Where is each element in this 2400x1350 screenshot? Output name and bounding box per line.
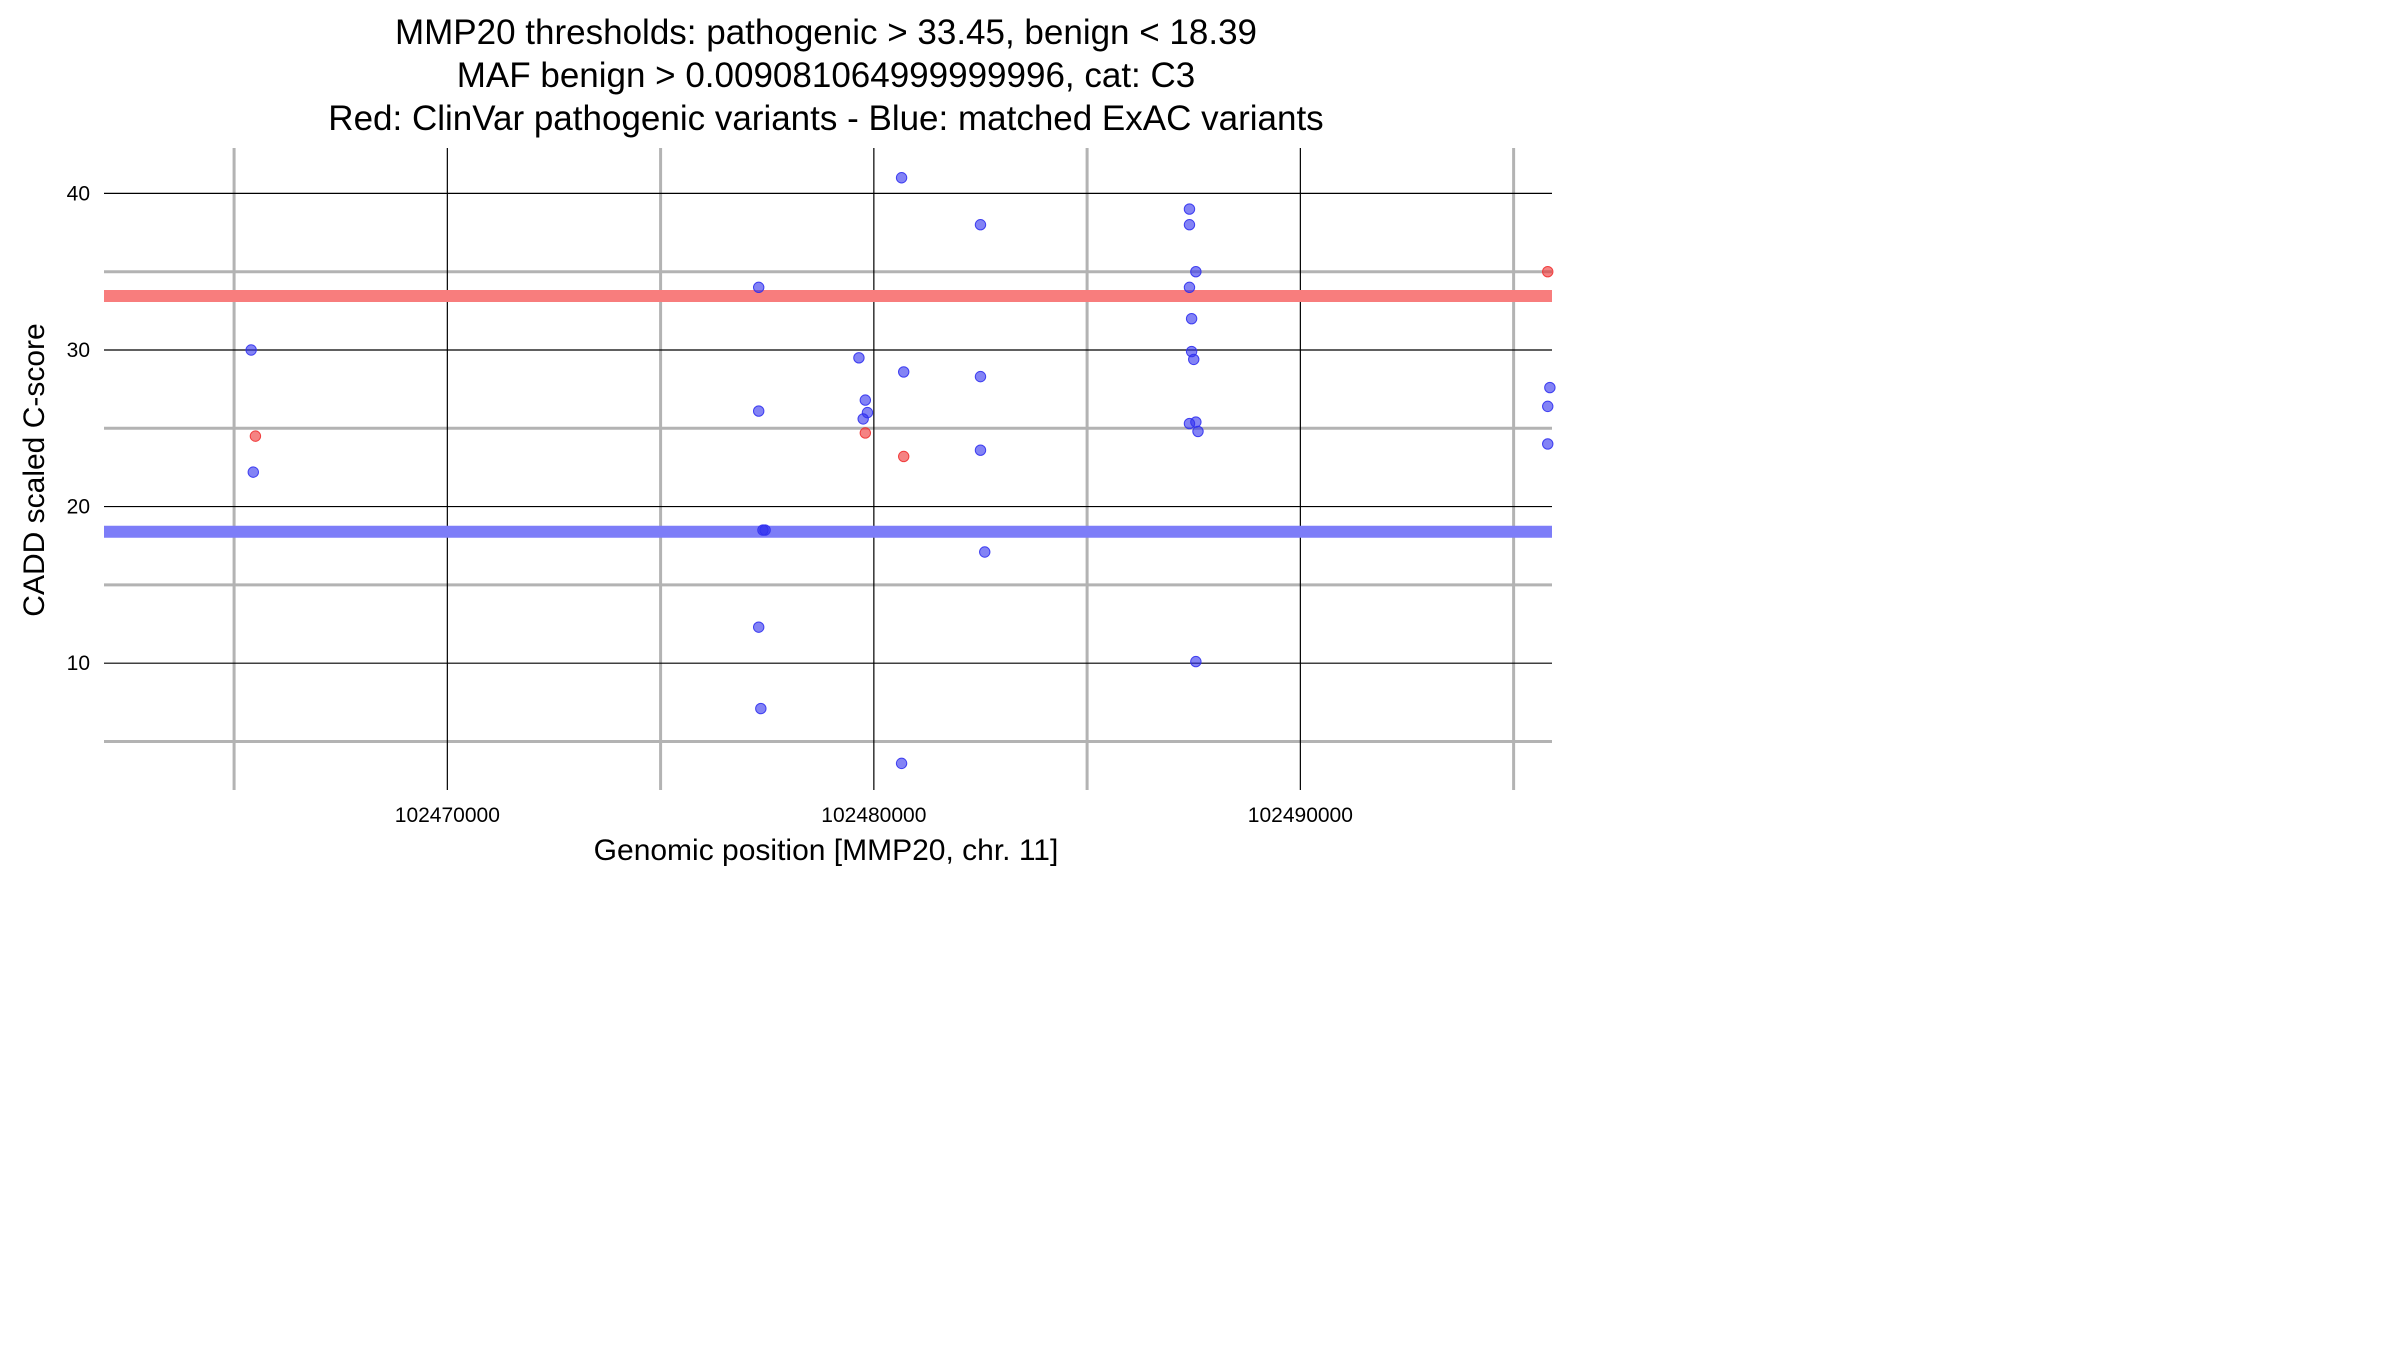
series-1-point-14	[895, 757, 908, 770]
series-1-point-19	[1183, 203, 1196, 215]
x-tick-label-0: 102470000	[395, 804, 500, 827]
series-1-point-31	[1542, 400, 1554, 413]
series-1-point-1	[247, 466, 259, 478]
series-1-point-8	[853, 352, 865, 364]
series-1-point-22	[1183, 281, 1196, 294]
series-1-point-32	[1542, 438, 1554, 450]
series-1-point-23	[1185, 312, 1198, 325]
x-tick-label-1: 102480000	[821, 804, 926, 827]
x-tick-label-2: 102490000	[1248, 804, 1353, 827]
series-1-point-3	[752, 405, 765, 417]
series-1-point-30	[1544, 381, 1556, 394]
series-0-point-0	[249, 430, 262, 442]
chart-title: MMP20 thresholds: pathogenic > 33.45, be…	[328, 13, 1323, 138]
series-1-point-17	[974, 444, 987, 456]
series-0-point-2	[898, 450, 910, 463]
y-tick-label-1: 20	[67, 496, 90, 519]
y-tick-label-0: 10	[67, 652, 90, 675]
series-0-point-3	[1542, 266, 1554, 278]
series-1-point-6	[752, 621, 765, 633]
series-1-point-9	[859, 394, 872, 406]
y-tick-label-2: 30	[67, 339, 90, 362]
y-axis-title: CADD scaled C-score	[18, 323, 51, 616]
series-1-point-7	[755, 702, 767, 715]
x-axis-title: Genomic position [MMP20, chr. 11]	[594, 834, 1059, 867]
x-tick-labels: 102470000 102480000 102490000	[395, 804, 1353, 827]
y-tick-labels: 10 20 30 40	[67, 182, 90, 675]
series-1-point-0	[245, 344, 257, 356]
chart-title-line-3: Red: ClinVar pathogenic variants - Blue:…	[328, 99, 1323, 138]
series-1-point-18	[979, 546, 991, 558]
series-1-point-28	[1192, 425, 1204, 438]
series-1-point-25	[1188, 353, 1200, 366]
series-1-point-27	[1190, 416, 1202, 428]
series-1-point-13	[898, 366, 910, 378]
minor-gridlines	[104, 148, 1552, 790]
series-1-point-12	[895, 172, 908, 184]
series-1-point-29	[1190, 655, 1202, 668]
series-1-point-20	[1183, 219, 1196, 231]
scatter-chart: MMP20 thresholds: pathogenic > 33.45, be…	[18, 13, 1556, 867]
series-1-point-15	[974, 219, 987, 231]
major-gridlines	[104, 148, 1552, 790]
series-1-point-16	[974, 370, 987, 383]
series-1-point-5	[759, 524, 771, 536]
series-1-point-21	[1190, 266, 1202, 278]
series-0-point-1	[859, 427, 872, 439]
y-tick-label-3: 40	[67, 182, 90, 205]
chart-title-line-1: MMP20 thresholds: pathogenic > 33.45, be…	[395, 13, 1257, 52]
chart-title-line-2: MAF benign > 0.009081064999999996, cat: …	[457, 56, 1196, 95]
data-points	[245, 172, 1556, 770]
threshold-lines	[104, 289, 1552, 538]
series-1-point-2	[752, 281, 765, 294]
series-1-point-11	[857, 413, 869, 425]
